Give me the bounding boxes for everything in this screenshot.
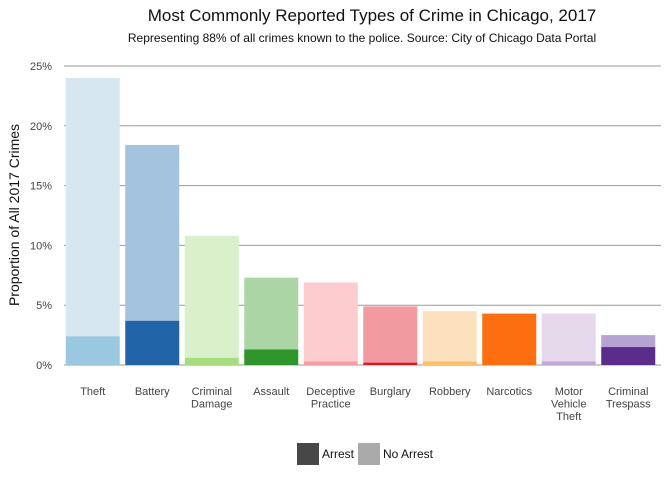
- x-tick-label-line: Trespass: [606, 399, 651, 411]
- bar-no-arrest: [184, 235, 239, 358]
- x-tick-label-line: Battery: [135, 386, 170, 398]
- x-tick-label-line: Theft: [556, 411, 581, 423]
- bar-no-arrest: [244, 277, 299, 350]
- x-tick-label: Criminal Trespass: [606, 386, 651, 411]
- bar-arrest: [65, 336, 120, 365]
- bars: [65, 77, 656, 365]
- legend-key: [358, 443, 380, 465]
- legend-key: [297, 443, 319, 465]
- legend: Arrest No Arrest: [297, 443, 434, 465]
- y-tick-label: 10%: [30, 240, 52, 252]
- y-tick-label: 5%: [36, 300, 52, 312]
- x-tick-label-line: Robbery: [429, 386, 471, 398]
- x-tick-label-line: Practice: [311, 399, 351, 411]
- bar-no-arrest: [65, 77, 120, 337]
- x-tick-label-line: Assault: [253, 386, 289, 398]
- legend-label: No Arrest: [383, 447, 434, 461]
- bar-no-arrest: [303, 282, 358, 362]
- bar-arrest: [303, 361, 358, 365]
- y-tick-label: 0%: [36, 360, 52, 372]
- x-tick-label-line: Motor: [555, 386, 583, 398]
- x-tick-label-line: Deceptive: [306, 386, 355, 398]
- x-tick-label-line: Criminal: [192, 386, 232, 398]
- x-tick-label-line: Criminal: [608, 386, 648, 398]
- x-tick-label: Theft: [80, 386, 105, 398]
- bar-no-arrest: [125, 144, 180, 321]
- x-tick-label-line: Theft: [80, 386, 105, 398]
- x-tick-label-line: Vehicle: [551, 399, 586, 411]
- x-tick-label: Burglary: [370, 386, 411, 398]
- x-tick-label-line: Burglary: [370, 386, 411, 398]
- bar-arrest: [125, 320, 180, 365]
- bar-no-arrest: [363, 306, 418, 363]
- bar-arrest: [482, 313, 537, 365]
- bar-arrest: [244, 349, 299, 365]
- bar-arrest: [184, 357, 239, 365]
- x-tick-label-line: Narcotics: [486, 386, 532, 398]
- x-tick-label: Battery: [135, 386, 170, 398]
- x-tick-label: Criminal Damage: [191, 386, 233, 411]
- y-axis-label: Proportion of All 2017 Crimes: [6, 124, 22, 306]
- bar-no-arrest: [601, 335, 656, 348]
- chart-subtitle: Representing 88% of all crimes known to …: [128, 31, 596, 45]
- y-tick-label: 25%: [30, 61, 52, 73]
- bar-arrest: [422, 361, 477, 365]
- chart-title: Most Commonly Reported Types of Crime in…: [148, 6, 597, 25]
- bar-no-arrest: [541, 313, 596, 362]
- x-tick-label: Narcotics: [486, 386, 532, 398]
- x-tick-label: Motor Vehicle Theft: [551, 386, 586, 423]
- x-tick-label: Assault: [253, 386, 289, 398]
- y-tick-label: 15%: [30, 181, 52, 193]
- x-tick-label: Deceptive Practice: [306, 386, 355, 411]
- x-tick-label-line: Damage: [191, 399, 233, 411]
- bar-arrest: [363, 362, 418, 365]
- bar-arrest: [601, 347, 656, 365]
- bar-arrest: [541, 361, 596, 365]
- legend-label: Arrest: [322, 447, 355, 461]
- bar-no-arrest: [422, 311, 477, 362]
- y-tick-labels: 0% 5% 10% 15% 20% 25%: [30, 61, 52, 372]
- x-tick-label: Robbery: [429, 386, 471, 398]
- y-tick-label: 20%: [30, 121, 52, 133]
